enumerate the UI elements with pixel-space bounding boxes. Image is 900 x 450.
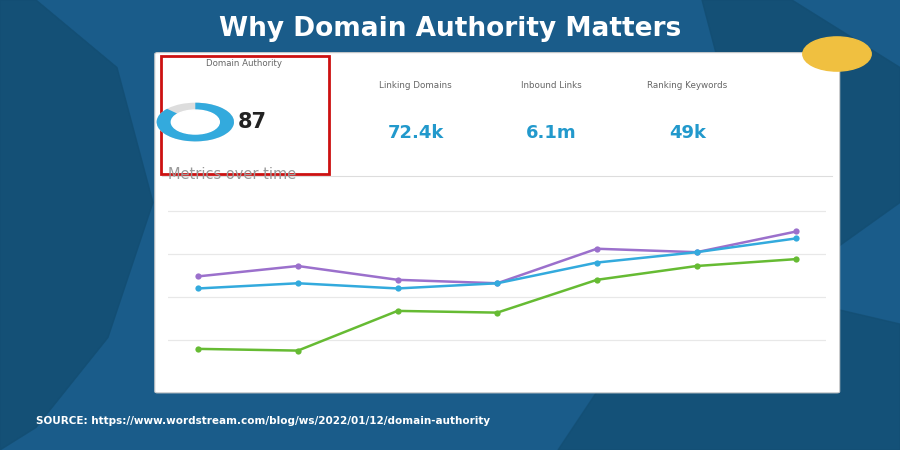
Text: Ranking Keywords: Ranking Keywords <box>647 81 727 90</box>
Polygon shape <box>558 292 900 450</box>
Wedge shape <box>157 103 234 141</box>
Text: 72.4k: 72.4k <box>388 124 444 142</box>
Text: SOURCE: https://www.wordstream.com/blog/ws/2022/01/12/domain-authority: SOURCE: https://www.wordstream.com/blog/… <box>36 416 490 426</box>
Polygon shape <box>702 0 900 248</box>
Text: Metrics over time: Metrics over time <box>168 167 297 182</box>
Circle shape <box>171 110 220 134</box>
Text: Inbound Links: Inbound Links <box>521 81 582 90</box>
Text: Why Domain Authority Matters: Why Domain Authority Matters <box>219 16 681 42</box>
Text: 6.1m: 6.1m <box>526 124 577 142</box>
Text: 49k: 49k <box>669 124 706 142</box>
Text: Domain Authority: Domain Authority <box>206 59 282 68</box>
FancyBboxPatch shape <box>161 56 329 174</box>
Text: 87: 87 <box>238 112 266 132</box>
FancyBboxPatch shape <box>155 53 840 393</box>
Text: Linking Domains: Linking Domains <box>379 81 452 90</box>
Polygon shape <box>0 0 153 450</box>
Wedge shape <box>157 103 234 141</box>
Circle shape <box>803 37 871 71</box>
